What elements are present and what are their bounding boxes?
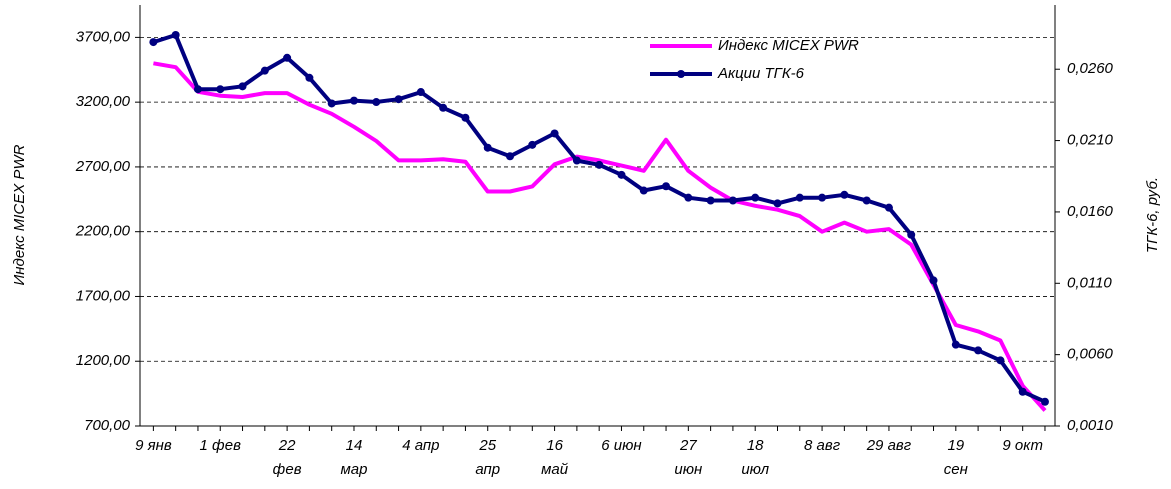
series-line — [153, 61, 1047, 412]
series-marker — [662, 182, 671, 191]
series-marker — [639, 186, 648, 195]
x-tick-label-line: 14 — [346, 437, 363, 454]
series-marker — [907, 230, 916, 239]
x-tick-label: 6 июн — [601, 437, 641, 454]
x-tick-label-line: июл — [741, 461, 769, 478]
series-marker — [149, 38, 158, 47]
legend-marker — [677, 70, 685, 78]
series-marker — [595, 160, 604, 169]
x-tick-label-line: 9 окт — [1002, 437, 1043, 454]
series-marker — [483, 143, 492, 152]
series-marker — [996, 356, 1005, 365]
series-line — [152, 33, 1046, 404]
series-marker — [773, 199, 782, 208]
legend-label: Акции ТГК-6 — [717, 65, 805, 82]
x-tick-label: 16 май — [541, 437, 569, 478]
x-tick-label-line: 4 апр — [402, 437, 439, 454]
y2-tick-label: 0,0210 — [1067, 132, 1114, 149]
series-marker — [751, 193, 760, 202]
legend-label: Индекс MICEX PWR — [718, 37, 859, 54]
series-marker — [238, 82, 247, 91]
x-tick-label-line: 9 янв — [135, 437, 172, 454]
x-tick-label-line: 27 — [679, 437, 697, 454]
x-tick-label-line: 29 авг — [866, 437, 912, 454]
y2-tick-label: 0,0060 — [1067, 346, 1114, 363]
x-tick-label: 4 апр — [402, 437, 439, 454]
x-tick-label: 14 мар — [340, 437, 367, 478]
y-tick-label: 1200,00 — [76, 352, 131, 369]
series-marker — [416, 88, 425, 97]
series-marker — [840, 190, 849, 199]
y-tick-label: 2200,00 — [75, 223, 131, 240]
y-tick-label: 2700,00 — [75, 158, 131, 175]
x-tick-label: 19 сен — [944, 437, 968, 478]
y-tick-label: 700,00 — [84, 417, 131, 434]
x-tick-label-line: 16 — [546, 437, 563, 454]
series-marker — [1040, 397, 1049, 406]
series-marker — [818, 193, 827, 202]
series-marker — [617, 170, 626, 179]
series-marker — [706, 196, 715, 205]
x-tick-label-line: 18 — [747, 437, 764, 454]
x-tick-label: 8 авг — [804, 437, 841, 454]
series-marker — [929, 276, 938, 285]
series-marker — [506, 152, 515, 161]
series-marker — [216, 85, 225, 94]
series-marker — [283, 53, 292, 62]
x-tick-label: 27 июн — [674, 437, 702, 478]
x-tick-label: 1 фев — [200, 437, 242, 454]
y2-tick-label: 0,0010 — [1067, 417, 1114, 434]
x-tick-label: 9 янв — [135, 437, 172, 454]
x-tick-label-line: фев — [273, 461, 302, 478]
series-marker — [439, 103, 448, 112]
series-marker — [260, 66, 269, 75]
y2-tick-label: 0,0110 — [1067, 274, 1112, 291]
x-tick-label-line: 25 — [478, 437, 496, 454]
x-tick-label-line: май — [541, 461, 569, 478]
y-tick-label: 1700,00 — [76, 287, 131, 304]
series-marker — [550, 129, 559, 138]
y2-axis-label: ТГК-6, руб. — [1144, 177, 1161, 253]
series-marker — [728, 196, 737, 205]
series-marker — [461, 113, 470, 122]
x-tick-label: 18 июл — [741, 437, 769, 478]
y2-tick-label: 0,0260 — [1067, 60, 1114, 77]
x-tick-label: 22 фев — [273, 437, 302, 478]
x-tick-label-line: мар — [340, 461, 367, 478]
x-tick-label: 9 окт — [1002, 437, 1043, 454]
series-marker — [884, 203, 893, 212]
series-marker — [572, 156, 581, 165]
series-marker — [349, 96, 358, 105]
y-axis-label: Индекс MICEX PWR — [11, 144, 28, 285]
x-tick-label: 29 авг — [866, 437, 912, 454]
y2-tick-label: 0,0160 — [1067, 203, 1114, 220]
x-tick-label-line: июн — [674, 461, 702, 478]
x-tick-label: 25 апр — [475, 437, 500, 478]
series-marker — [171, 30, 180, 39]
series-marker — [795, 193, 804, 202]
y-tick-label: 3700,00 — [76, 28, 131, 45]
series-marker — [974, 346, 983, 355]
x-tick-label-line: 19 — [947, 437, 964, 454]
series-marker — [305, 73, 314, 82]
x-tick-label-line: 1 фев — [200, 437, 242, 454]
series-marker — [862, 196, 871, 205]
series-marker — [193, 85, 202, 94]
series-marker — [1018, 387, 1027, 396]
x-tick-label-line: апр — [475, 461, 500, 478]
x-tick-label-line: сен — [944, 461, 968, 478]
x-tick-label-line: 22 — [278, 437, 296, 454]
series-marker — [951, 340, 960, 349]
series-marker — [528, 140, 537, 149]
series-marker — [372, 98, 381, 107]
y-tick-label: 3200,00 — [76, 93, 131, 110]
series-marker — [327, 99, 336, 108]
x-tick-label-line: 8 авг — [804, 437, 841, 454]
series-marker — [394, 95, 403, 104]
series-marker — [684, 193, 693, 202]
x-tick-label-line: 6 июн — [601, 437, 641, 454]
